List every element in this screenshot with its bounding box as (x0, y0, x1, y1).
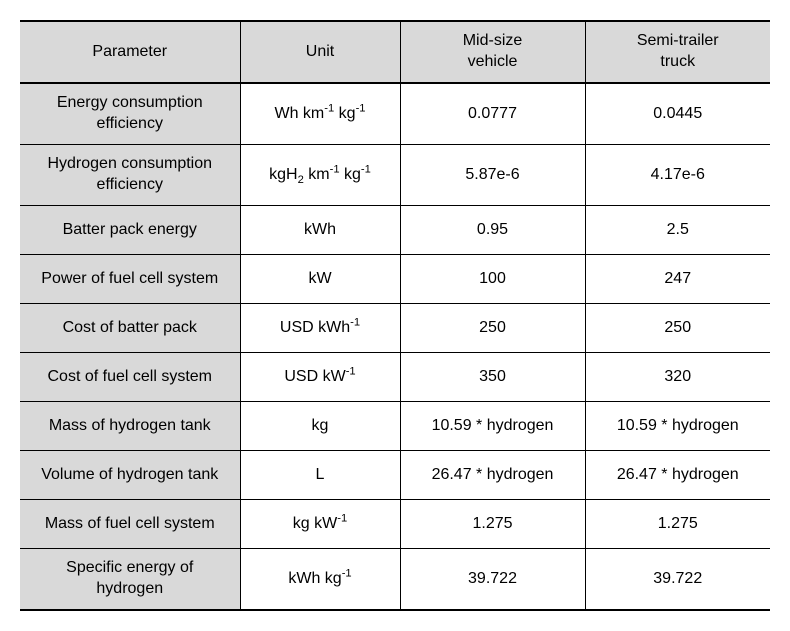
cell-parameter: Hydrogen consumptionefficiency (20, 145, 240, 206)
cell-parameter: Energy consumptionefficiency (20, 83, 240, 145)
table-row: Volume of hydrogen tankL26.47 * hydrogen… (20, 451, 770, 500)
table-row: Batter pack energykWh0.952.5 (20, 206, 770, 255)
table-row: Mass of fuel cell systemkg kW-11.2751.27… (20, 500, 770, 549)
cell-midsize: 0.0777 (400, 83, 585, 145)
cell-parameter: Cost of batter pack (20, 304, 240, 353)
cell-unit: Wh km-1 kg-1 (240, 83, 400, 145)
table-row: Specific energy ofhydrogenkWh kg-139.722… (20, 549, 770, 611)
cell-midsize: 1.275 (400, 500, 585, 549)
cell-unit: kgH2 km-1 kg-1 (240, 145, 400, 206)
table-row: Cost of batter packUSD kWh-1250250 (20, 304, 770, 353)
cell-unit: kWh (240, 206, 400, 255)
table-row: Power of fuel cell systemkW100247 (20, 255, 770, 304)
cell-parameter: Cost of fuel cell system (20, 353, 240, 402)
cell-midsize: 10.59 * hydrogen (400, 402, 585, 451)
cell-unit: L (240, 451, 400, 500)
cell-midsize: 250 (400, 304, 585, 353)
col-header-midsize: Mid-sizevehicle (400, 21, 585, 83)
col-header-parameter: Parameter (20, 21, 240, 83)
table-body: Energy consumptionefficiencyWh km-1 kg-1… (20, 83, 770, 610)
cell-midsize: 39.722 (400, 549, 585, 611)
cell-unit: kW (240, 255, 400, 304)
cell-semitrailer: 2.5 (585, 206, 770, 255)
cell-midsize: 350 (400, 353, 585, 402)
cell-semitrailer: 1.275 (585, 500, 770, 549)
cell-parameter: Power of fuel cell system (20, 255, 240, 304)
cell-unit: USD kWh-1 (240, 304, 400, 353)
table-row: Energy consumptionefficiencyWh km-1 kg-1… (20, 83, 770, 145)
cell-midsize: 26.47 * hydrogen (400, 451, 585, 500)
cell-parameter: Volume of hydrogen tank (20, 451, 240, 500)
table-row: Hydrogen consumptionefficiencykgH2 km-1 … (20, 145, 770, 206)
cell-unit: kWh kg-1 (240, 549, 400, 611)
cell-parameter: Mass of fuel cell system (20, 500, 240, 549)
table-row: Cost of fuel cell systemUSD kW-1350320 (20, 353, 770, 402)
cell-midsize: 100 (400, 255, 585, 304)
parameters-table: Parameter Unit Mid-sizevehicle Semi-trai… (20, 20, 770, 611)
cell-semitrailer: 26.47 * hydrogen (585, 451, 770, 500)
cell-parameter: Specific energy ofhydrogen (20, 549, 240, 611)
cell-semitrailer: 320 (585, 353, 770, 402)
cell-unit: USD kW-1 (240, 353, 400, 402)
cell-midsize: 0.95 (400, 206, 585, 255)
cell-semitrailer: 39.722 (585, 549, 770, 611)
cell-midsize: 5.87e-6 (400, 145, 585, 206)
table-row: Mass of hydrogen tankkg10.59 * hydrogen1… (20, 402, 770, 451)
cell-semitrailer: 247 (585, 255, 770, 304)
table-header: Parameter Unit Mid-sizevehicle Semi-trai… (20, 21, 770, 83)
cell-semitrailer: 10.59 * hydrogen (585, 402, 770, 451)
col-header-semitrailer: Semi-trailertruck (585, 21, 770, 83)
cell-unit: kg (240, 402, 400, 451)
cell-semitrailer: 0.0445 (585, 83, 770, 145)
col-header-unit: Unit (240, 21, 400, 83)
cell-unit: kg kW-1 (240, 500, 400, 549)
cell-semitrailer: 4.17e-6 (585, 145, 770, 206)
cell-parameter: Mass of hydrogen tank (20, 402, 240, 451)
cell-semitrailer: 250 (585, 304, 770, 353)
cell-parameter: Batter pack energy (20, 206, 240, 255)
